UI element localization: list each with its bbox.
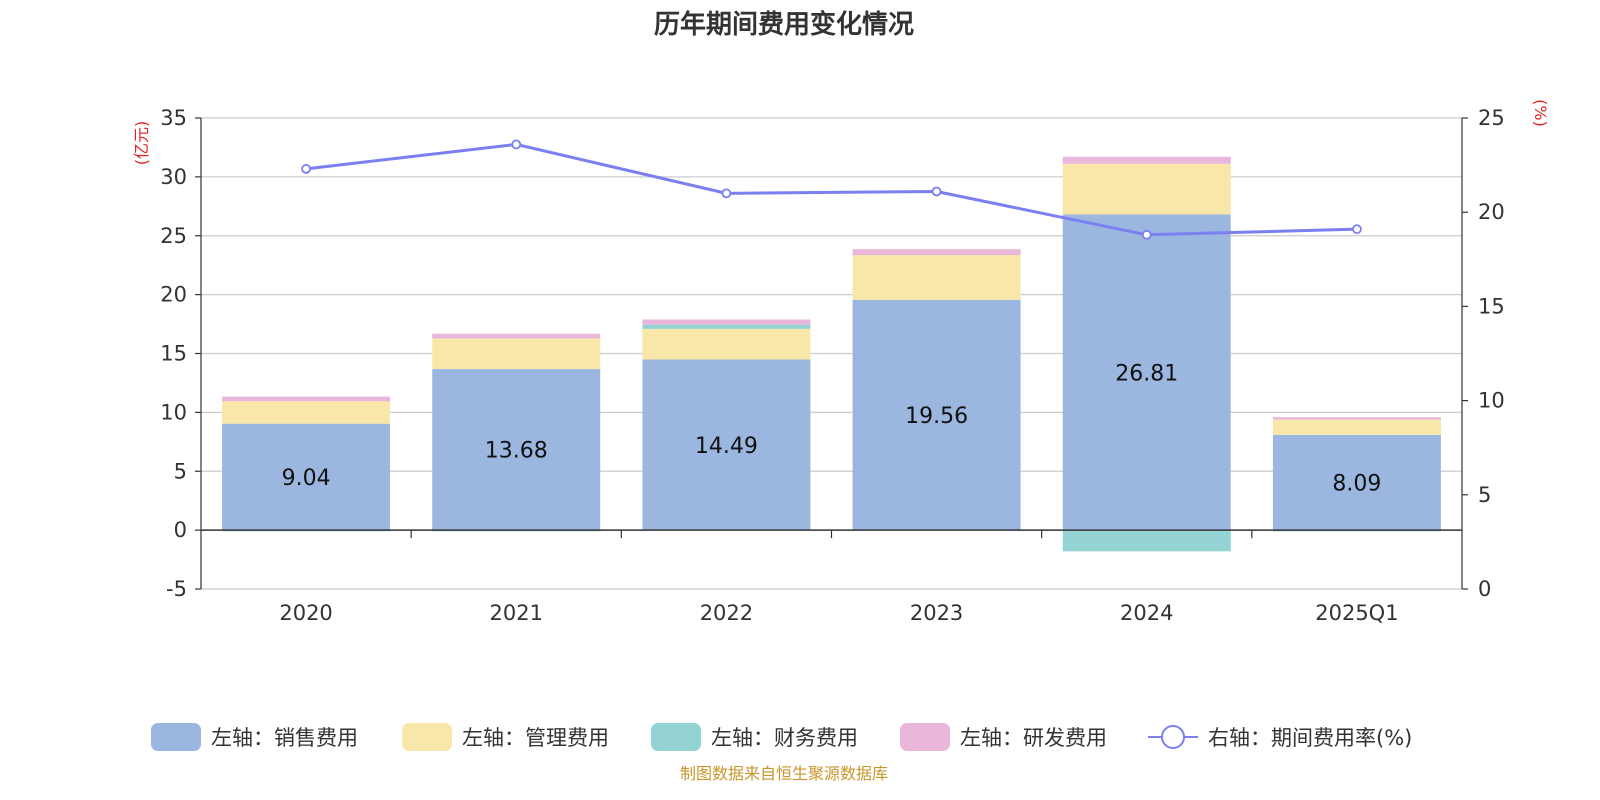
left-tick-label: 10 (160, 400, 187, 424)
left-tick-label: 25 (160, 224, 187, 248)
rate-point (931, 186, 942, 197)
bar-sales-2020 (222, 423, 391, 531)
bar-sales-2021 (432, 369, 601, 531)
bar-sales-2024 (1062, 214, 1231, 531)
sales-data-label: 26.81 (1115, 361, 1178, 386)
sales-data-label: 19.56 (905, 404, 968, 429)
bar-admin-2025Q1 (1272, 419, 1441, 435)
legend-swatch-marker[interactable] (1161, 725, 1185, 749)
bar-sales-2022 (642, 359, 811, 531)
bar-sales-2023 (852, 299, 1021, 531)
right-tick-label: 15 (1478, 294, 1505, 318)
bars (222, 156, 1441, 552)
right-tick-label: 25 (1478, 106, 1505, 130)
legend-label-admin[interactable]: 左轴：管理费用 (462, 726, 609, 750)
rate-point (721, 188, 732, 199)
left-tick-label: -5 (166, 577, 187, 601)
right-tick-label: 0 (1478, 577, 1491, 601)
data-labels: 9.04 13.68 14.49 19.56 26.81 8.09 (282, 361, 1382, 496)
right-tick-label: 5 (1478, 483, 1491, 507)
bar-sales-2025Q1 (1272, 434, 1441, 531)
sales-data-label: 9.04 (282, 466, 331, 491)
legend-swatch-sales[interactable] (151, 723, 201, 751)
legend-label-finance[interactable]: 左轴：财务费用 (711, 726, 858, 750)
gridlines (201, 117, 1462, 590)
chart-title: 历年期间费用变化情况 (654, 9, 914, 40)
left-axis-unit: (亿元) (132, 121, 151, 166)
bar-admin-2020 (222, 401, 391, 424)
sales-data-label: 14.49 (695, 434, 758, 459)
category-label: 2025Q1 (1315, 601, 1398, 625)
rate-series-line (305, 142, 1357, 237)
left-tick-label: 15 (160, 342, 187, 366)
rate-point (301, 163, 311, 174)
right-tick-label: 10 (1478, 389, 1505, 413)
category-label: 2024 (1120, 601, 1173, 625)
category-label: 2022 (700, 601, 753, 625)
left-tick-label: 30 (160, 165, 187, 189)
category-label: 2021 (490, 601, 543, 625)
bar-admin-2024 (1062, 163, 1231, 215)
bar-admin-2022 (642, 328, 811, 360)
legend: 左轴：销售费用 左轴：管理费用 左轴：财务费用 左轴：研发费用 右轴：期间费用率(%) (151, 723, 1412, 751)
bar-finance-2024 (1062, 530, 1231, 552)
rate-point (1352, 224, 1362, 235)
left-tick-label: 35 (160, 106, 187, 130)
legend-label-sales[interactable]: 左轴：销售费用 (211, 726, 358, 750)
legend-swatch-rd[interactable] (900, 723, 950, 751)
bar-admin-2023 (852, 255, 1021, 300)
left-tick-label: 20 (160, 283, 187, 307)
legend-label-rate[interactable]: 右轴：期间费用率(%) (1208, 726, 1412, 750)
sales-data-label: 13.68 (485, 439, 548, 464)
right-tick-label: 20 (1478, 200, 1505, 224)
rate-point (1141, 229, 1152, 240)
bar-admin-2021 (432, 338, 601, 370)
bar-rd-2025Q1 (1272, 417, 1441, 420)
rate-point (511, 139, 522, 150)
bar-rd-2020 (222, 396, 391, 402)
left-tick-label: 5 (174, 459, 187, 483)
source-note: 制图数据来自恒生聚源数据库 (680, 764, 888, 783)
legend-swatch-finance[interactable] (651, 723, 701, 751)
bar-finance-2022 (642, 324, 811, 329)
rate-line (301, 139, 1362, 240)
bar-rd-2024 (1062, 156, 1231, 164)
sales-data-label: 8.09 (1332, 471, 1381, 496)
legend-swatch-admin[interactable] (402, 723, 452, 751)
left-tick-label: 0 (174, 518, 187, 542)
category-label: 2020 (279, 601, 332, 625)
bar-rd-2021 (432, 333, 601, 339)
legend-label-rd[interactable]: 左轴：研发费用 (960, 726, 1107, 750)
category-label: 2023 (910, 601, 963, 625)
bar-rd-2022 (642, 319, 811, 325)
axes: -5 0 5 10 15 20 25 30 35 0 5 10 15 20 25 2020 2021 2022 20… (160, 106, 1504, 625)
bar-rd-2023 (852, 249, 1021, 256)
right-axis-unit: (%) (1531, 99, 1550, 127)
